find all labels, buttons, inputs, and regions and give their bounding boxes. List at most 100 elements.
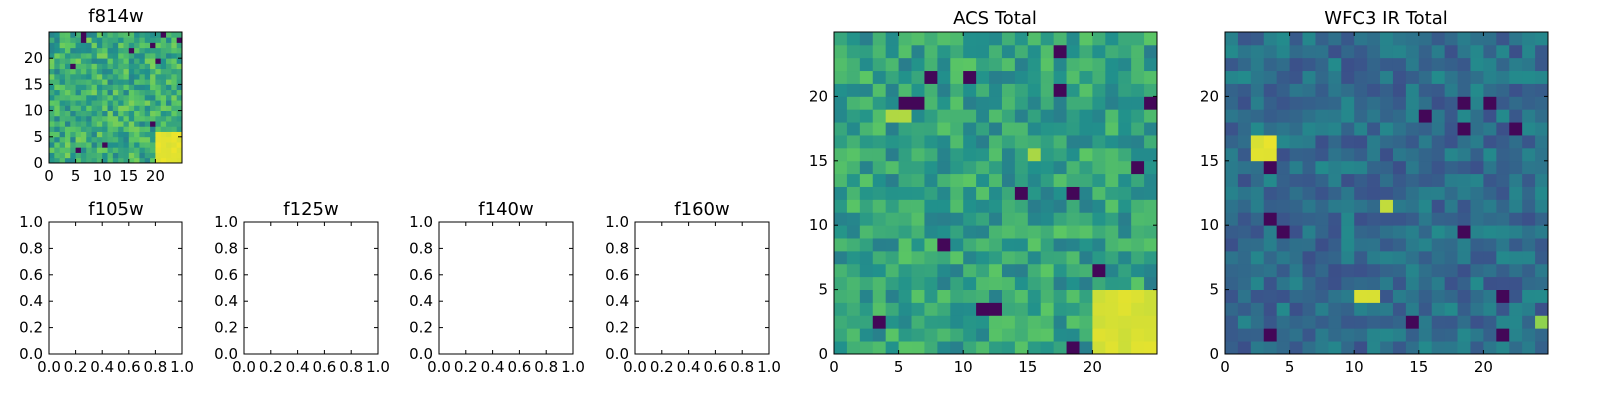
heatmap-cell bbox=[144, 37, 151, 43]
heatmap-cell bbox=[1341, 276, 1355, 290]
heatmap-cell bbox=[59, 94, 66, 101]
heatmap-cell bbox=[924, 109, 938, 123]
heatmap-cell bbox=[898, 173, 912, 187]
heatmap-cell bbox=[1250, 186, 1265, 200]
heatmap-cell bbox=[1522, 289, 1536, 303]
heatmap-cell bbox=[134, 47, 140, 54]
heatmap-cell bbox=[128, 52, 135, 59]
heatmap-cell bbox=[102, 100, 108, 106]
heatmap-cell bbox=[171, 42, 178, 49]
heatmap-cell bbox=[846, 315, 861, 329]
heatmap-cell bbox=[1302, 147, 1316, 162]
heatmap-cell bbox=[898, 83, 912, 97]
heatmap-cell bbox=[1144, 199, 1158, 213]
heatmap-cell bbox=[171, 131, 178, 138]
heatmap-cell bbox=[976, 263, 990, 278]
heatmap-cell bbox=[112, 52, 119, 59]
heatmap-cell bbox=[950, 96, 964, 110]
heatmap-cell bbox=[123, 126, 130, 132]
heatmap-cell bbox=[872, 147, 887, 162]
heatmap-cell bbox=[937, 135, 951, 149]
heatmap-cell bbox=[160, 63, 167, 70]
heatmap-cell bbox=[1522, 160, 1536, 175]
heatmap-cell bbox=[1535, 250, 1549, 265]
heatmap-cell bbox=[70, 32, 76, 38]
heatmap-cell bbox=[134, 152, 140, 159]
heatmap-cell bbox=[1144, 96, 1158, 110]
heatmap-cell bbox=[1470, 328, 1484, 342]
heatmap-cell bbox=[1001, 147, 1016, 162]
heatmap-cell bbox=[1457, 199, 1471, 213]
heatmap-cell bbox=[1001, 32, 1016, 46]
heatmap-cell bbox=[118, 37, 124, 43]
heatmap-cell bbox=[1496, 276, 1510, 290]
heatmap-cell bbox=[1367, 263, 1381, 278]
heatmap-cell bbox=[176, 84, 183, 91]
heatmap-cell bbox=[1405, 289, 1420, 303]
y-tick-label: 0.0 bbox=[19, 345, 43, 363]
heatmap-cell bbox=[898, 96, 912, 110]
panel-title: f814w bbox=[88, 6, 143, 27]
heatmap-cell bbox=[1289, 70, 1303, 84]
heatmap-cell bbox=[86, 73, 92, 80]
heatmap-cell bbox=[150, 152, 156, 159]
panel-f140w: f140w 0.0 0.2 0.4 0.6 0.8 1.00.00.20.40.60.81… bbox=[409, 199, 585, 376]
heatmap-cell bbox=[911, 57, 925, 72]
heatmap-cell bbox=[80, 42, 87, 49]
heatmap-cell bbox=[1105, 32, 1119, 46]
heatmap-cell bbox=[54, 47, 61, 54]
x-tick-label: 0.0 bbox=[37, 358, 61, 376]
heatmap-cell bbox=[1431, 109, 1446, 123]
heatmap-cell bbox=[1328, 44, 1342, 59]
heatmap-cell bbox=[950, 44, 964, 59]
heatmap-cell bbox=[1483, 328, 1497, 342]
heatmap-cell bbox=[1431, 199, 1446, 213]
heatmap-cell bbox=[1509, 199, 1523, 213]
heatmap-cell bbox=[950, 147, 964, 162]
heatmap-cell bbox=[1263, 83, 1278, 97]
heatmap-cell bbox=[1418, 315, 1433, 329]
x-tick-label: 20 bbox=[146, 167, 165, 185]
heatmap-cell bbox=[1001, 96, 1016, 110]
heatmap-cell bbox=[1225, 263, 1239, 278]
heatmap-cell bbox=[1341, 96, 1355, 110]
heatmap-cell bbox=[885, 302, 899, 316]
heatmap-cell bbox=[1302, 341, 1316, 355]
heatmap-cell bbox=[976, 32, 990, 46]
heatmap-cell bbox=[834, 109, 848, 123]
x-tick-label: 0.2 bbox=[454, 358, 478, 376]
heatmap-cell bbox=[75, 89, 82, 96]
heatmap-cell bbox=[86, 37, 92, 43]
x-tick-label: 10 bbox=[1345, 358, 1364, 376]
heatmap-cell bbox=[1380, 315, 1394, 329]
heatmap-cell bbox=[128, 32, 135, 38]
axes-frame bbox=[48, 221, 183, 355]
heatmap-cell bbox=[1225, 122, 1239, 136]
heatmap-cell bbox=[1014, 32, 1029, 46]
heatmap-cell bbox=[171, 115, 178, 122]
heatmap-cell bbox=[859, 315, 874, 329]
heatmap-cell bbox=[155, 68, 162, 75]
heatmap-cell bbox=[1380, 83, 1394, 97]
x-tick-label: 0.0 bbox=[623, 358, 647, 376]
heatmap-cell bbox=[1040, 315, 1055, 329]
heatmap-cell bbox=[91, 157, 98, 164]
heatmap-cell bbox=[1027, 70, 1042, 84]
y-tick-label: 0.6 bbox=[409, 266, 433, 284]
panel-f160w: f160w 0.0 0.2 0.4 0.6 0.8 1.00.00.20.40.60.81… bbox=[605, 199, 781, 376]
heatmap-cell bbox=[1470, 83, 1484, 97]
heatmap-cell bbox=[1263, 186, 1278, 200]
heatmap-cell bbox=[1040, 109, 1055, 123]
heatmap-cell bbox=[924, 238, 938, 252]
heatmap-cell bbox=[112, 136, 119, 143]
heatmap-cell bbox=[1001, 109, 1016, 123]
heatmap-cell bbox=[846, 122, 861, 136]
heatmap-cell bbox=[1079, 96, 1093, 110]
heatmap-cell bbox=[1250, 83, 1265, 97]
heatmap-cell bbox=[976, 212, 990, 226]
heatmap-cell bbox=[107, 105, 114, 111]
heatmap-cell bbox=[70, 94, 76, 101]
heatmap-cell bbox=[150, 32, 156, 38]
heatmap-cell bbox=[1092, 289, 1106, 303]
